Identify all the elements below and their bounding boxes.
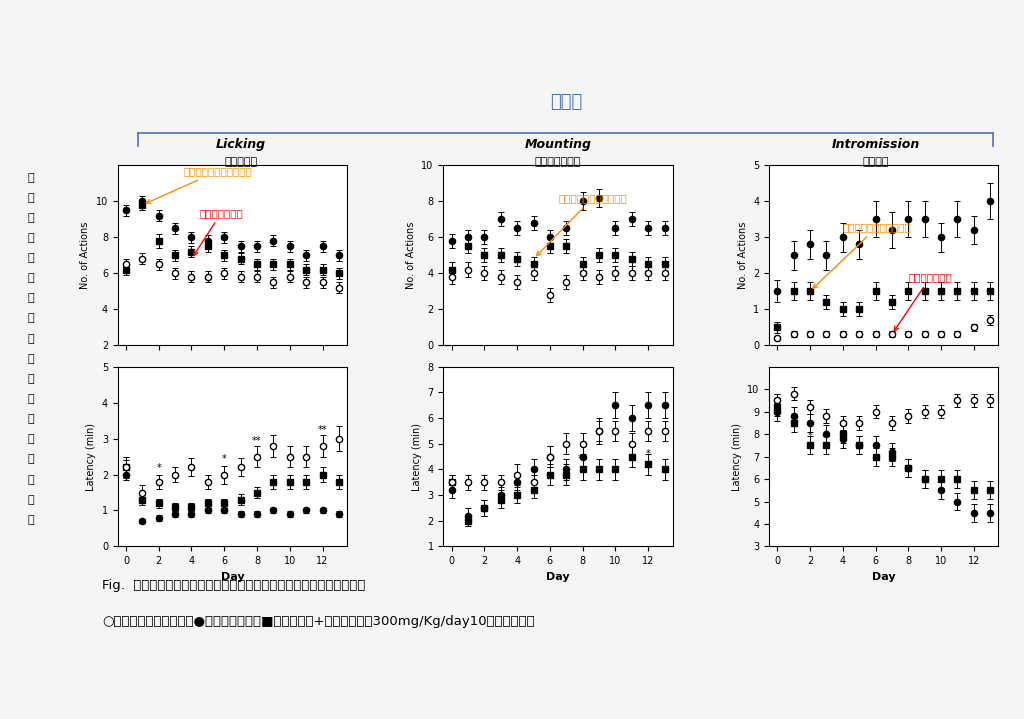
Y-axis label: Latency (min): Latency (min) (412, 423, 422, 490)
Text: *: * (646, 449, 650, 459)
Text: （のりかかる）: （のりかかる） (535, 157, 582, 167)
Text: 当: 当 (28, 213, 34, 223)
Text: **: ** (252, 436, 262, 446)
Text: Fig.  ストレスマウスにおける性行動低下に対するジャコウ製剤の効果: Fig. ストレスマウスにおける性行動低下に対するジャコウ製剤の効果 (102, 579, 366, 592)
Text: 一: 一 (28, 173, 34, 183)
Text: ジャコウ製剤服用マウス: ジャコウ製剤服用マウス (146, 166, 252, 203)
Text: ストレスマウス: ストレスマウス (194, 208, 244, 255)
Text: **: ** (578, 454, 588, 464)
Text: **: ** (317, 425, 328, 435)
Text: ストレスマウス: ストレスマウス (894, 273, 952, 331)
Text: *: * (222, 454, 226, 464)
Text: 行: 行 (28, 293, 34, 303)
Text: ジャコウ製剤服用マウス: ジャコウ製剤服用マウス (813, 222, 911, 288)
Text: Licking: Licking (216, 138, 265, 151)
Text: （舌める）: （舌める） (224, 157, 257, 167)
Text: （挿入）: （挿入） (862, 157, 889, 167)
Text: Intromission: Intromission (831, 138, 920, 151)
Y-axis label: Latency (min): Latency (min) (86, 423, 96, 490)
Text: 匹: 匹 (28, 193, 34, 203)
Text: 性: 性 (28, 273, 34, 283)
Text: 行: 行 (28, 394, 34, 404)
Text: ジャコウ製剤服用マウス: ジャコウ製剤服用マウス (537, 193, 627, 256)
Text: 動: 動 (28, 414, 34, 424)
Y-axis label: No. of Actions: No. of Actions (406, 221, 416, 289)
Text: 性行動: 性行動 (550, 93, 582, 111)
Text: ○：ストレスマウス゜，●：通常マウス，■：ストレス+ジャコウ製剤300mg/Kg/day10日投与マウス: ○：ストレスマウス゜，●：通常マウス，■：ストレス+ジャコウ製剤300mg/Kg… (102, 615, 535, 628)
Text: *: * (157, 463, 161, 473)
Text: で: で (28, 454, 34, 464)
Text: 性: 性 (28, 374, 34, 384)
Text: 動: 動 (28, 313, 34, 324)
Text: の: の (28, 475, 34, 485)
Text: 回: 回 (28, 334, 34, 344)
Text: 間: 間 (28, 515, 34, 525)
X-axis label: Day: Day (220, 572, 245, 582)
Text: ま: ま (28, 434, 34, 444)
X-axis label: Day: Day (871, 572, 896, 582)
Y-axis label: No. of Actions: No. of Actions (737, 221, 748, 289)
X-axis label: Day: Day (546, 572, 570, 582)
Y-axis label: No. of Actions: No. of Actions (80, 221, 90, 289)
Text: り: り (28, 253, 34, 263)
Text: た: た (28, 233, 34, 243)
Y-axis label: Latency (min): Latency (min) (731, 423, 741, 490)
Text: 数: 数 (28, 354, 34, 364)
Text: 時: 時 (28, 495, 34, 505)
Text: Mounting: Mounting (524, 138, 592, 151)
Text: *: * (873, 441, 878, 452)
Text: *: * (808, 431, 812, 441)
